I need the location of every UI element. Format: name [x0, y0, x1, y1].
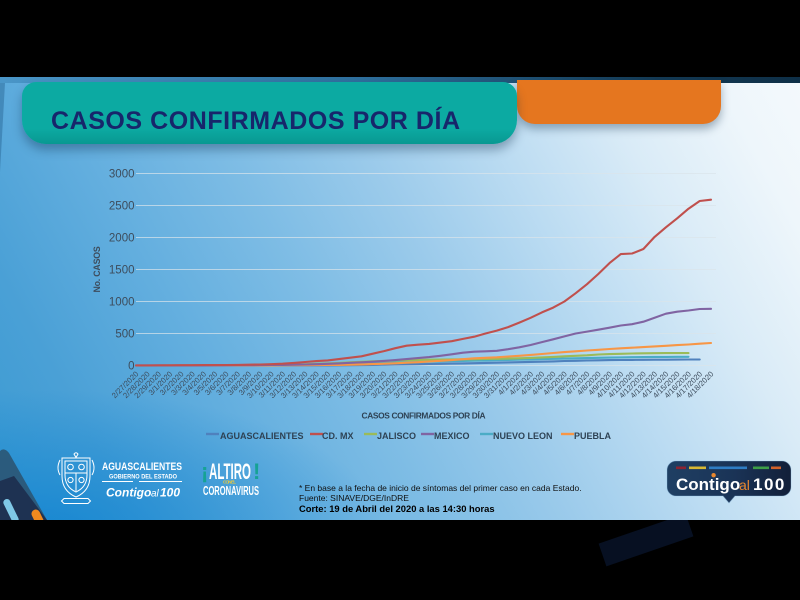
svg-text:AGUASCALIENTES: AGUASCALIENTES	[102, 461, 182, 473]
svg-text:NUEVO LEON: NUEVO LEON	[493, 431, 553, 441]
svg-text:¡: ¡	[201, 459, 208, 484]
svg-text:CON EL: CON EL	[223, 480, 236, 485]
svg-text:Contigo: Contigo	[676, 475, 740, 494]
svg-text:0: 0	[128, 361, 134, 373]
svg-text:ALTIRO: ALTIRO	[209, 459, 251, 484]
svg-text:CD. MX: CD. MX	[322, 431, 354, 441]
svg-text:1000: 1000	[109, 297, 135, 309]
svg-text:2500: 2500	[109, 201, 135, 213]
svg-text:AGUASCALIENTES: AGUASCALIENTES	[220, 431, 304, 441]
svg-text:MEXICO: MEXICO	[434, 431, 470, 441]
svg-text:100: 100	[160, 486, 180, 500]
svg-text:Contigo: Contigo	[106, 486, 151, 500]
svg-text:!: !	[253, 459, 260, 484]
svg-text:3000: 3000	[109, 169, 135, 181]
svg-text:al: al	[151, 489, 160, 500]
svg-text:CASOS CONFIRMADOS POR DÍA: CASOS CONFIRMADOS POR DÍA	[362, 410, 486, 421]
svg-text:al: al	[739, 477, 750, 493]
svg-text:No. CASOS: No. CASOS	[92, 246, 102, 292]
svg-text:500: 500	[115, 329, 134, 341]
svg-text:PUEBLA: PUEBLA	[574, 431, 612, 441]
svg-text:100: 100	[753, 475, 786, 494]
svg-text:1500: 1500	[109, 265, 135, 277]
svg-text:GOBIERNO DEL ESTADO: GOBIERNO DEL ESTADO	[109, 474, 177, 481]
svg-text:2000: 2000	[109, 233, 135, 245]
svg-text:CORONAVIRUS: CORONAVIRUS	[203, 484, 259, 498]
svg-text:JALISCO: JALISCO	[377, 431, 416, 441]
